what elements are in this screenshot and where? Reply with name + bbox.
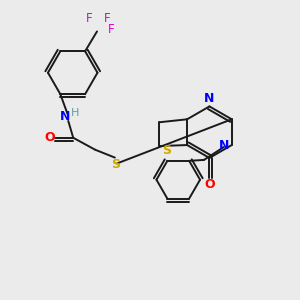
- Text: N: N: [219, 139, 229, 152]
- Text: F: F: [103, 12, 110, 25]
- Text: O: O: [44, 131, 55, 144]
- Text: O: O: [204, 178, 215, 191]
- Text: N: N: [204, 92, 214, 105]
- Text: H: H: [71, 108, 80, 118]
- Text: S: S: [111, 158, 120, 171]
- Text: S: S: [162, 145, 171, 158]
- Text: F: F: [86, 12, 92, 25]
- Text: N: N: [60, 110, 70, 124]
- Text: F: F: [108, 23, 114, 36]
